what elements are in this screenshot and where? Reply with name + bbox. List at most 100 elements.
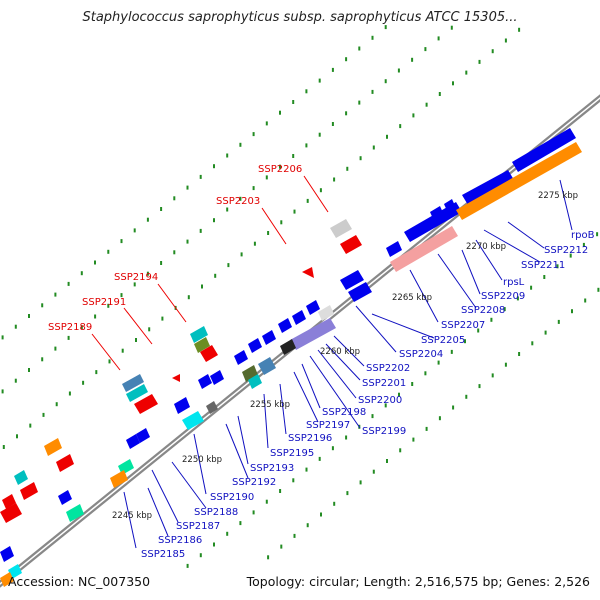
feature[interactable] [194, 337, 210, 353]
feature[interactable] [262, 330, 276, 345]
gene-label[interactable]: SSP2191 [82, 297, 126, 308]
tick-mark [239, 142, 242, 147]
kbp-markers: 2245 kbp 2250 kbp 2255 kbp 2260 kbp 2265… [112, 191, 578, 521]
gene-label[interactable]: SSP2204 [399, 349, 443, 360]
gene-label[interactable]: SSP2189 [48, 322, 92, 333]
feature[interactable] [348, 282, 372, 302]
feature[interactable] [122, 374, 144, 392]
feature[interactable] [292, 310, 306, 325]
feature[interactable] [430, 206, 444, 221]
feature[interactable] [14, 470, 28, 485]
gene-label[interactable]: SSP2202 [366, 363, 410, 374]
gene-label[interactable]: SSP2203 [216, 196, 260, 207]
feature[interactable] [126, 434, 140, 449]
feature[interactable] [190, 326, 208, 343]
gene-label[interactable]: SSP2200 [358, 395, 402, 406]
tick-mark [452, 405, 455, 410]
feature[interactable] [386, 241, 402, 257]
feature[interactable] [248, 338, 262, 353]
gene-label[interactable]: SSP2187 [176, 521, 220, 532]
feature[interactable] [56, 454, 74, 472]
feature[interactable] [444, 199, 456, 213]
feature[interactable] [0, 546, 14, 562]
tick-mark [333, 501, 336, 506]
gene-label[interactable]: SSP2186 [158, 535, 202, 546]
feature[interactable] [290, 318, 336, 350]
tick-mark [305, 467, 308, 472]
feature[interactable] [210, 370, 224, 385]
gene-label[interactable]: SSP2190 [210, 492, 254, 503]
feature[interactable] [182, 411, 204, 430]
tick-mark [452, 81, 454, 86]
tick-mark [292, 100, 295, 104]
tick-mark [412, 113, 415, 118]
gene-label[interactable]: SSP2185 [141, 549, 185, 560]
feature[interactable] [390, 226, 458, 272]
feature[interactable] [512, 128, 576, 172]
gene-label[interactable]: SSP2201 [362, 378, 406, 389]
feature[interactable] [136, 428, 150, 443]
feature[interactable] [66, 504, 84, 522]
feature[interactable] [172, 374, 180, 382]
tick-mark [252, 132, 255, 137]
gene-label[interactable]: SSP2198 [322, 407, 366, 418]
gene-label[interactable]: SSP2196 [288, 433, 332, 444]
gene-label[interactable]: rpoB [571, 230, 595, 241]
feature[interactable] [44, 438, 62, 456]
feature[interactable] [278, 318, 292, 333]
feature[interactable] [280, 339, 296, 355]
feature[interactable] [118, 459, 134, 475]
gene-label[interactable]: SSP2207 [441, 320, 485, 331]
tick-mark [318, 78, 321, 83]
gene-label[interactable]: rpsL [503, 277, 525, 288]
feature[interactable] [206, 401, 218, 414]
feature[interactable] [2, 494, 16, 509]
feature[interactable] [198, 374, 212, 389]
feature[interactable] [258, 357, 276, 375]
feature[interactable] [0, 503, 22, 523]
tick-mark [569, 253, 572, 258]
gene-label[interactable]: SSP2194 [114, 272, 158, 283]
feature[interactable] [340, 235, 362, 254]
feature[interactable] [248, 374, 262, 389]
feature[interactable] [340, 270, 364, 290]
tick-mark [358, 100, 361, 105]
gene-label[interactable]: SSP2188 [194, 507, 238, 518]
feature[interactable] [0, 572, 14, 587]
feature[interactable] [8, 564, 22, 579]
feature[interactable] [134, 394, 158, 414]
feature[interactable] [330, 219, 352, 238]
gene-label[interactable]: SSP2197 [306, 420, 350, 431]
feature[interactable] [126, 384, 148, 402]
feature[interactable] [58, 490, 72, 505]
feature[interactable] [462, 170, 514, 205]
gene-label[interactable]: SSP2211 [521, 260, 565, 271]
gene-label[interactable]: SSP2206 [258, 164, 302, 175]
gene-label[interactable]: SSP2205 [421, 335, 465, 346]
feature[interactable] [20, 482, 38, 500]
feature[interactable] [456, 142, 582, 220]
tick-mark [582, 242, 585, 247]
feature[interactable] [110, 470, 128, 488]
tick-mark [267, 555, 270, 560]
tick-mark [345, 57, 348, 62]
gene-label[interactable]: SSP2192 [232, 477, 276, 488]
gene-label[interactable]: SSP2208 [461, 305, 505, 316]
feature[interactable] [404, 202, 462, 242]
feature[interactable] [174, 397, 190, 414]
tick-mark [306, 523, 309, 528]
gene-label[interactable]: SSP2195 [270, 448, 314, 459]
gene-label[interactable]: SSP2209 [481, 291, 525, 302]
feature[interactable] [234, 350, 248, 365]
tick-mark [293, 209, 296, 214]
feature[interactable] [200, 345, 218, 362]
feature[interactable] [318, 305, 334, 321]
tick-mark [292, 154, 295, 158]
gene-label[interactable]: SSP2193 [250, 463, 294, 474]
gene-label[interactable]: SSP2212 [544, 245, 588, 256]
tick-mark [490, 317, 493, 322]
feature[interactable] [302, 267, 314, 278]
feature[interactable] [306, 300, 320, 315]
feature[interactable] [242, 365, 258, 382]
gene-label[interactable]: SSP2199 [362, 426, 406, 437]
